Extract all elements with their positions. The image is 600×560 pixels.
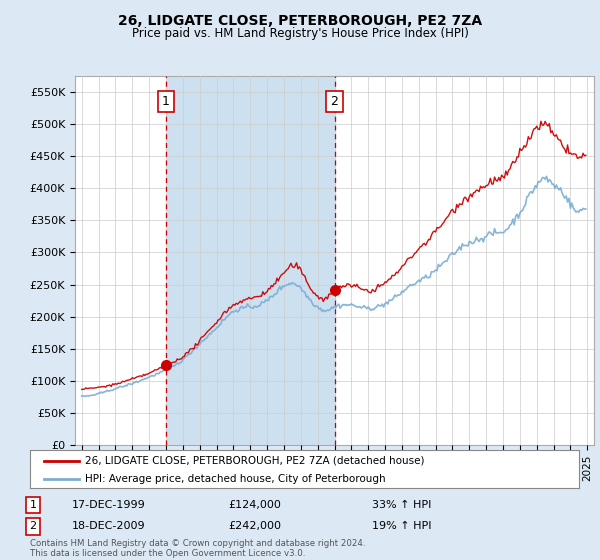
Text: 2: 2: [29, 521, 37, 531]
Bar: [166, 76, 335, 445]
Text: £242,000: £242,000: [228, 521, 281, 531]
Text: 1: 1: [29, 500, 37, 510]
Text: £124,000: £124,000: [228, 500, 281, 510]
Text: HPI: Average price, detached house, City of Peterborough: HPI: Average price, detached house, City…: [85, 474, 386, 484]
Text: 18-DEC-2009: 18-DEC-2009: [72, 521, 146, 531]
Text: 26, LIDGATE CLOSE, PETERBOROUGH, PE2 7ZA: 26, LIDGATE CLOSE, PETERBOROUGH, PE2 7ZA: [118, 14, 482, 28]
Text: 33% ↑ HPI: 33% ↑ HPI: [372, 500, 431, 510]
Text: 19% ↑ HPI: 19% ↑ HPI: [372, 521, 431, 531]
Text: 17-DEC-1999: 17-DEC-1999: [72, 500, 146, 510]
Text: Price paid vs. HM Land Registry's House Price Index (HPI): Price paid vs. HM Land Registry's House …: [131, 27, 469, 40]
Text: 26, LIDGATE CLOSE, PETERBOROUGH, PE2 7ZA (detached house): 26, LIDGATE CLOSE, PETERBOROUGH, PE2 7ZA…: [85, 456, 424, 466]
Text: 1: 1: [162, 95, 170, 108]
Text: 2: 2: [331, 95, 338, 108]
Text: Contains HM Land Registry data © Crown copyright and database right 2024.
This d: Contains HM Land Registry data © Crown c…: [30, 539, 365, 558]
